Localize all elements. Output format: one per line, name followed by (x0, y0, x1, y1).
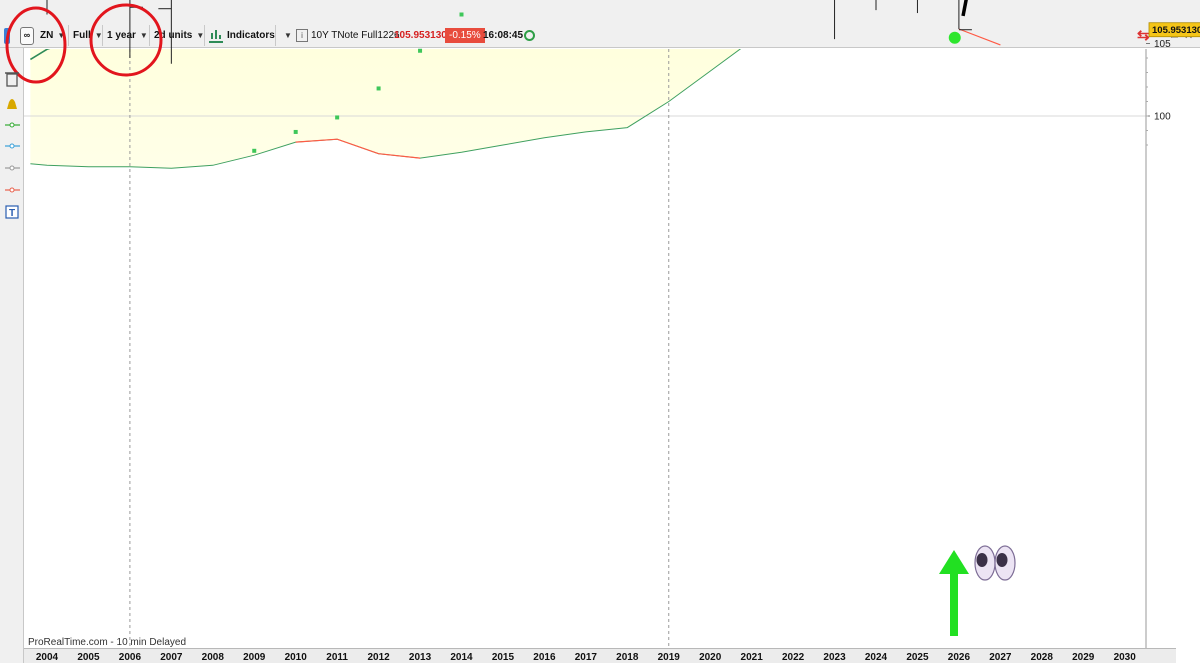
eyes-emoji (974, 545, 1016, 581)
green-marker (459, 12, 464, 17)
x-tick-label: 2007 (160, 652, 183, 663)
trash-body (6, 73, 18, 87)
line-tool-grey-icon[interactable] (5, 165, 20, 171)
x-tick-label: 2018 (616, 652, 639, 663)
text-tool-icon[interactable]: T (5, 205, 19, 219)
ohlc-bar-2007 (158, 0, 172, 64)
green-marker (335, 115, 340, 120)
last-price-bg (1148, 22, 1200, 38)
green-marker (376, 86, 381, 91)
chevron-down-icon: ▼ (139, 31, 148, 40)
annotation-circle-period (89, 3, 163, 77)
chevron-down-icon: ▼ (94, 31, 103, 40)
indicators-button[interactable]: Indicators (209, 26, 275, 45)
projection-line (958, 28, 1001, 46)
bell-body (7, 99, 17, 109)
x-axis-bar (24, 648, 1176, 663)
x-tick-label: 2029 (1072, 652, 1095, 663)
trash-icon[interactable] (5, 72, 19, 87)
sync-icon[interactable]: ⇆ (1137, 27, 1150, 44)
text-tool-box (5, 205, 19, 219)
x-tick-label: 2027 (989, 652, 1012, 663)
green-marker (293, 129, 298, 134)
info-icon[interactable]: i (296, 26, 308, 45)
indicators-icon (209, 29, 223, 43)
drawing-tools-sidebar (0, 48, 24, 663)
x-tick-label: 2019 (658, 652, 681, 663)
eye-pupil (996, 553, 1008, 567)
link-icon[interactable]: ∞ (20, 26, 34, 45)
text-tool-glyph: T (9, 208, 15, 219)
x-tick-label: 2013 (409, 652, 432, 663)
last-price-tag: 105.953130 (1148, 22, 1200, 38)
change-badge: -0.15% (445, 28, 485, 43)
x-tick-label: 2014 (450, 652, 473, 663)
channel-fill (30, 49, 741, 169)
x-tick-label: 2024 (865, 652, 888, 663)
line-handle (9, 143, 15, 149)
x-tick-label: 2015 (492, 652, 515, 663)
annotation-arrow-1 (961, 0, 968, 17)
x-tick-label: 2011 (326, 652, 348, 663)
units-select[interactable]: 2d units ▼ (154, 26, 204, 45)
ohlc-bar-2023 (834, 0, 836, 40)
ohlc-bar-2024 (875, 0, 877, 11)
line-handle (9, 122, 15, 128)
x-tick-label: 2008 (202, 652, 225, 663)
line-handle (9, 187, 15, 193)
x-tick-label: 2016 (533, 652, 556, 663)
line-handle (9, 165, 15, 171)
period-select[interactable]: 1 year ▼ (107, 26, 148, 45)
refresh-status-icon (524, 26, 535, 45)
lower-band-line (30, 49, 742, 169)
chevron-down-icon: ▼ (57, 31, 66, 40)
y-tick-label: 100 (1154, 112, 1171, 123)
annotation-green-dot (948, 31, 961, 44)
x-tick-label: 2026 (948, 652, 971, 663)
line-tool-red-icon[interactable] (5, 187, 20, 193)
last-price-value: 105.953130 (1152, 25, 1200, 36)
x-tick-label: 2030 (1114, 652, 1137, 663)
ohlc-bar-2026 (958, 0, 972, 31)
x-tick-label: 2021 (741, 652, 764, 663)
x-tick-label: 2023 (823, 652, 846, 663)
chevron-down-icon: ▼ (196, 31, 205, 40)
big-green-arrow (939, 550, 969, 636)
x-tick-label: 2017 (575, 652, 598, 663)
x-tick-label: 2009 (243, 652, 266, 663)
alarm-bell-icon[interactable] (7, 99, 17, 109)
y-tick-label: 105 (1154, 39, 1171, 50)
chart-toolbar: ∞ ZN ▼ Full ▼ 1 year ▼ 2d units ▼ Indicators… (0, 0, 1200, 48)
x-tick-label: 2020 (699, 652, 722, 663)
x-tick-label: 2012 (367, 652, 390, 663)
ohlc-bar-2025 (916, 0, 918, 14)
line-tool-green-icon[interactable] (5, 122, 20, 128)
mode-select[interactable]: Full ▼ (73, 26, 103, 45)
chevron-down-icon: ▼ (284, 31, 292, 40)
instrument-name: 10Y TNote Full1226 (311, 30, 400, 41)
x-tick-label: 2022 (782, 652, 805, 663)
x-tick-label: 2010 (285, 652, 308, 663)
downtrend-segment (752, 28, 959, 41)
x-tick-label: 2005 (77, 652, 100, 663)
line-tool-blue-icon[interactable] (5, 143, 20, 149)
green-marker (418, 48, 423, 53)
regression-line (30, 0, 1000, 1)
annotation-circle-symbol (5, 6, 67, 84)
symbol-select[interactable]: ZN ▼ (40, 26, 65, 45)
downtrend-segment (295, 138, 421, 159)
x-tick-label: 2004 (36, 652, 59, 663)
clock-time: 16:08:45 (483, 30, 524, 41)
x-tick-label: 2025 (906, 652, 929, 663)
x-tick-label: 2006 (119, 652, 142, 663)
downtrend-segment (30, 0, 88, 1)
eye-pupil (976, 553, 988, 567)
green-marker (252, 148, 257, 153)
x-tick-label: 2028 (1031, 652, 1054, 663)
last-price: 105.953130 (394, 30, 447, 41)
indicators-dropdown[interactable]: ▼ (280, 26, 292, 45)
delay-notice: ProRealTime.com - 10 min Delayed (28, 637, 186, 648)
